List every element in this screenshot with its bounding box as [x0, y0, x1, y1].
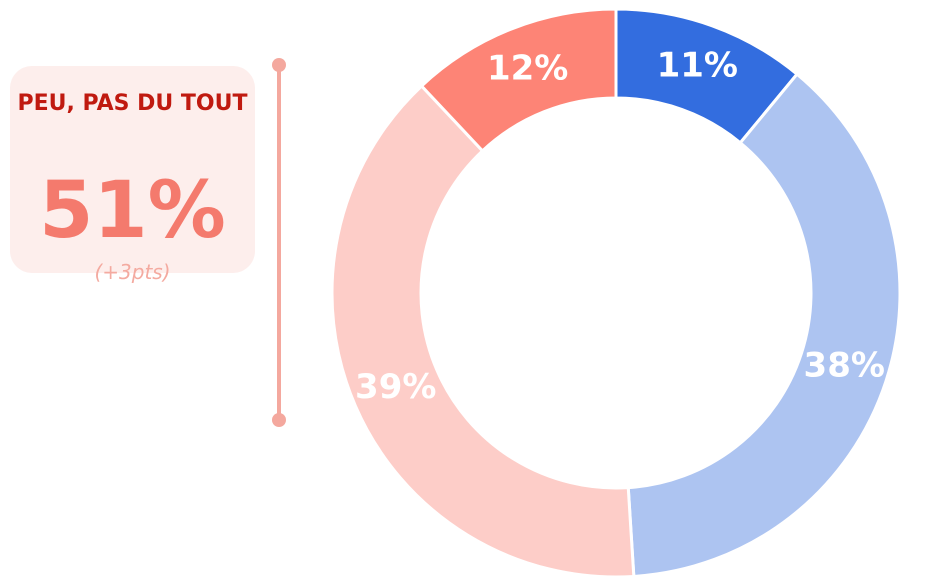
data-label: 11% [657, 46, 738, 86]
donut-segment [626, 72, 902, 577]
summary-change: (+3pts) [94, 260, 171, 284]
data-label: 39% [355, 367, 436, 407]
data-label: 12% [487, 48, 568, 88]
summary-box [10, 66, 255, 273]
donut-segment [330, 83, 636, 577]
summary-value: 51% [39, 166, 226, 256]
bracket-dot [272, 413, 286, 427]
summary-title: PEU, PAS DU TOUT [17, 91, 248, 116]
data-label: 38% [804, 346, 885, 386]
donut-segment [419, 7, 618, 153]
bracket-dot [272, 58, 286, 72]
